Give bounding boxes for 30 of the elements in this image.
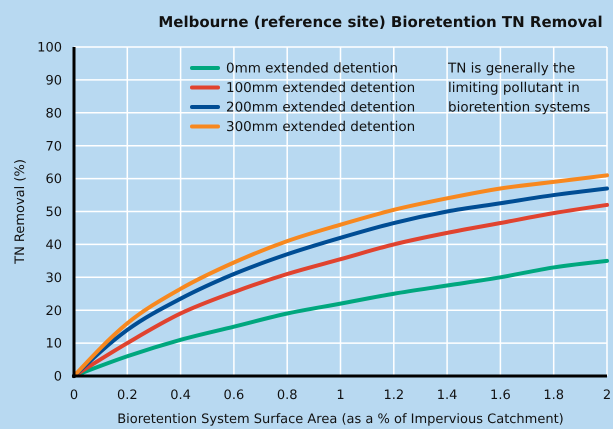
y-tick-label: 30: [45, 270, 62, 286]
x-tick-label: 1.6: [490, 388, 511, 403]
y-tick-label: 70: [45, 139, 62, 154]
y-tick-label: 90: [45, 73, 62, 88]
legend-label: 100mm extended detention: [226, 80, 416, 96]
y-axis-title: TN Removal (%): [13, 159, 28, 265]
chart-title: Melbourne (reference site) Bioretention TN Removal: [158, 13, 603, 31]
legend-label: 300mm extended detention: [226, 119, 416, 136]
legend-label: 200mm extended detention: [226, 100, 416, 116]
x-axis-title: Bioretention System Surface Area (as a % of Impervious Catchment): [117, 412, 564, 427]
x-tick-label: 1.4: [436, 388, 458, 403]
y-tick-label: 60: [45, 172, 62, 188]
x-tick-label: 0: [70, 388, 78, 403]
annotation: TN is generally the limiting pollutant in bioretention systems: [447, 60, 590, 116]
y-tick-label: 20: [45, 304, 62, 319]
y-tick-label: 40: [45, 238, 62, 253]
x-tick-label: 1: [336, 388, 345, 403]
x-tick-label: 0.2: [116, 388, 138, 403]
y-tick-label: 0: [54, 370, 62, 385]
x-tick-label: 0.6: [224, 388, 244, 403]
x-tick-label: 0.4: [170, 388, 191, 403]
y-tick-label: 10: [45, 336, 62, 352]
y-tick-label: 80: [45, 106, 62, 122]
legend-label: 0mm extended detention: [226, 60, 398, 77]
x-tick-label: 1.2: [383, 388, 404, 403]
y-tick-label: 50: [45, 205, 62, 220]
x-tick-label: 1.8: [543, 388, 564, 403]
x-tick-label: 0.8: [276, 388, 298, 403]
y-tick-label: 100: [37, 40, 62, 56]
x-tick-label: 2: [602, 388, 612, 403]
